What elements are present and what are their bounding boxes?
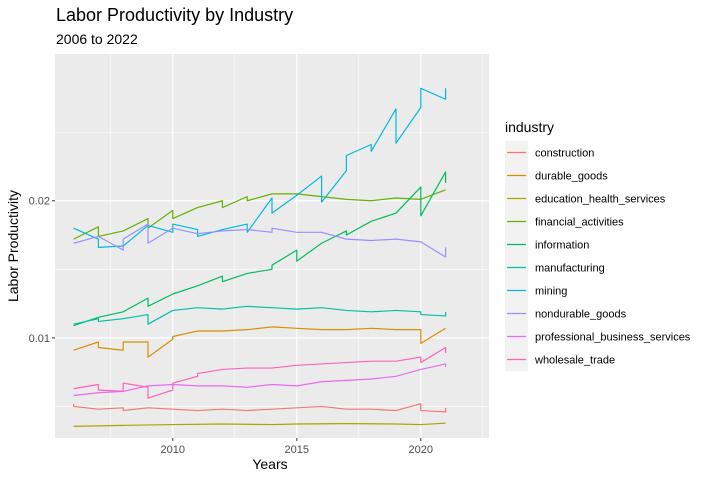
chart-title: Labor Productivity by Industry — [56, 5, 293, 25]
legend-item-construction: construction — [505, 141, 594, 164]
series-line-education-health-services — [73, 422, 446, 427]
legend-label: mining — [535, 286, 567, 298]
legend-label: education_health_services — [535, 194, 666, 206]
series-lines — [73, 87, 447, 427]
series-line-information — [73, 171, 447, 327]
legend-item-professional-business-services: professional_business_services — [505, 325, 691, 348]
legend-item-nondurable-goods: nondurable_goods — [505, 302, 627, 325]
x-tick-label: 2020 — [409, 444, 433, 456]
series-line-financial-activities — [73, 189, 446, 240]
legend-item-financial-activities: financial_activities — [505, 210, 624, 233]
legend-item-education-health-services: education_health_services — [505, 187, 666, 210]
legend-item-wholesale-trade: wholesale_trade — [505, 348, 615, 371]
x-axis-title: Years — [252, 456, 287, 472]
legend-label: wholesale_trade — [534, 355, 615, 367]
series-line-mining — [73, 87, 447, 248]
series-line-professional-business-services — [73, 363, 447, 397]
series-line-construction — [73, 403, 447, 413]
legend-label: financial_activities — [535, 217, 624, 229]
legend-label: nondurable_goods — [535, 309, 627, 321]
x-tick-label: 2015 — [285, 444, 309, 456]
x-axis: 2010 2015 2020 — [161, 438, 433, 456]
legend-label: construction — [535, 148, 594, 160]
plot-panel — [55, 54, 489, 438]
legend-label: manufacturing — [535, 263, 605, 275]
series-line-durable-goods — [73, 326, 446, 358]
series-line-nondurable-goods — [73, 223, 447, 258]
chart-subtitle: 2006 to 2022 — [56, 31, 138, 47]
y-tick-label: 0.02 — [29, 196, 50, 208]
x-tick-label: 2010 — [161, 444, 185, 456]
legend-label: professional_business_services — [535, 332, 691, 344]
legend-item-durable-goods: durable_goods — [505, 164, 608, 187]
legend-item-mining: mining — [505, 279, 567, 302]
legend-label: information — [535, 240, 589, 252]
legend-item-information: information — [505, 233, 589, 256]
y-axis: 0.01 0.02 — [29, 196, 55, 345]
major-gridlines — [55, 54, 489, 438]
legend-title: industry — [505, 119, 554, 135]
legend-label: durable_goods — [535, 171, 608, 183]
y-tick-label: 0.01 — [29, 333, 50, 345]
y-axis-title: Labor Productivity — [5, 190, 21, 302]
legend-item-manufacturing: manufacturing — [505, 256, 605, 279]
series-line-manufacturing — [73, 305, 447, 325]
series-line-wholesale-trade — [73, 346, 447, 399]
legend: industry construction durable_goodseducat… — [505, 119, 691, 371]
